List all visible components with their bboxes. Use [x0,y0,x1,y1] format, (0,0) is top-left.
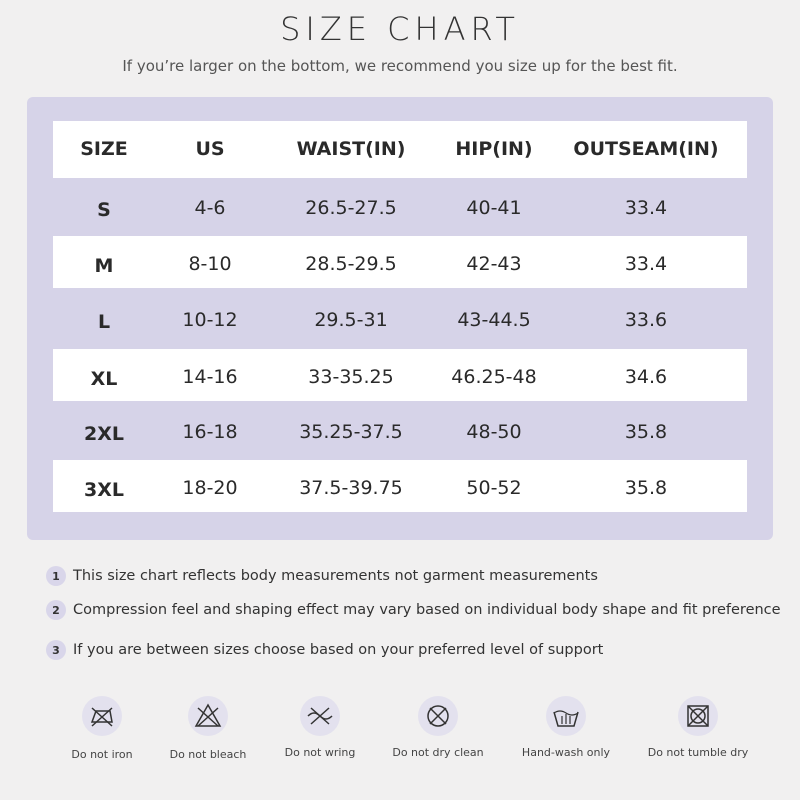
care-icon [678,696,718,736]
table-cell: 3XL [84,479,124,501]
table-cell: 50-52 [466,477,522,499]
table-cell: 10-12 [182,309,238,331]
column-header: HIP(IN) [455,138,533,160]
care-label: Hand-wash only [521,746,611,759]
note: 2 Compression feel and shaping effect may… [46,600,781,620]
subtitle: If you’re larger on the bottom, we recom… [122,57,678,75]
table-cell: 29.5-31 [314,309,388,331]
care-glyph [687,705,709,727]
column-header: SIZE [80,138,128,160]
table-cell: 2XL [84,423,124,445]
table-cell: 42-43 [466,253,522,275]
note: 3 If you are between sizes choose based o… [46,640,603,660]
care-icon [300,696,340,736]
care-label: Do not iron [71,748,133,761]
table-cell: 43-44.5 [457,309,531,331]
care-label: Do not tumble dry [647,746,749,759]
care-icon [546,696,586,736]
table-cell: 35.8 [624,421,668,443]
care-glyph [307,707,333,725]
care-icon [188,696,228,736]
table-cell: 34.6 [624,366,668,388]
note-text: This size chart reflects body measuremen… [73,568,598,584]
table-cell: 26.5-27.5 [305,197,397,219]
table-cell: 40-41 [466,197,522,219]
care-icon [418,696,458,736]
table-cell: 46.25-48 [451,366,537,388]
table-row [53,349,747,401]
care-icon [82,696,122,736]
table-cell: 16-18 [182,421,238,443]
note-text: Compression feel and shaping effect may … [73,602,781,618]
table-cell: 48-50 [466,421,522,443]
column-header: WAIST(IN) [296,138,406,160]
table-cell: 35.8 [624,477,668,499]
note-number: 2 [46,600,66,620]
note: 1 This size chart reflects body measureme… [46,566,598,586]
table-cell: S [97,199,111,221]
care-glyph [553,710,579,727]
table-cell: 35.25-37.5 [299,421,403,443]
column-header: OUTSEAM(IN) [573,138,719,160]
care-label: Do not dry clean [392,746,484,759]
table-cell: 33.6 [624,309,668,331]
table-cell: L [97,311,111,333]
care-label: Do not wring [284,746,356,759]
table-cell: 8-10 [188,253,232,275]
table-cell: 33.4 [624,197,668,219]
table-cell: 37.5-39.75 [299,477,403,499]
table-cell: M [94,255,114,277]
care-glyph [427,705,449,727]
care-glyph [90,707,113,727]
table-cell: 33-35.25 [308,366,394,388]
table-cell: 14-16 [182,366,238,388]
column-header: US [195,138,225,160]
table-row [53,236,747,288]
table-cell: 4-6 [194,197,226,219]
care-glyph [194,703,222,727]
table-row [53,460,747,512]
note-number: 3 [46,640,66,660]
table-cell: 18-20 [182,477,238,499]
table-cell: 28.5-29.5 [305,253,397,275]
table-cell: 33.4 [624,253,668,275]
table-cell: XL [90,368,118,390]
care-label: Do not bleach [169,748,247,761]
table-header [53,121,747,178]
note-text: If you are between sizes choose based on… [73,642,604,658]
title: SIZE CHART [280,10,520,48]
note-number: 1 [46,566,66,586]
